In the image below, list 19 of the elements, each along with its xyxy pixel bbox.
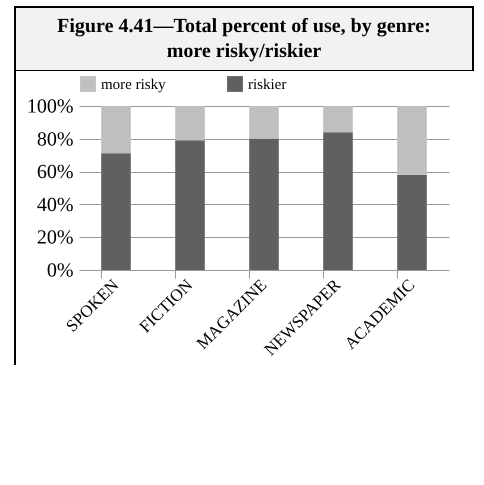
bar: [249, 106, 279, 139]
bar: [175, 140, 205, 270]
y-tick-label: 100%: [26, 96, 74, 118]
bar: [175, 106, 205, 140]
y-tick-label: 20%: [36, 226, 74, 249]
legend-label: more risky: [101, 77, 166, 93]
bar: [323, 106, 353, 132]
y-tick-label: 0%: [46, 260, 74, 282]
bar: [249, 138, 279, 270]
bar: [397, 174, 427, 270]
y-tick-label: 60%: [36, 161, 74, 184]
legend-label: riskier: [248, 77, 286, 93]
bar: [101, 154, 131, 270]
bar: [323, 132, 353, 270]
bar: [397, 106, 427, 175]
y-tick-label: 80%: [36, 128, 74, 150]
chart-title: Figure 4.41—Total percent of use, by genre: more risky/riskier: [14, 6, 474, 71]
bar: [101, 106, 131, 154]
y-tick-label: 40%: [36, 194, 74, 216]
